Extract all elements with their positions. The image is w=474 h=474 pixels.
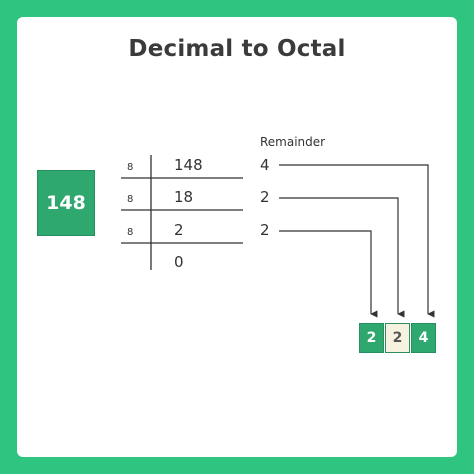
final-quotient: 0 (174, 253, 184, 271)
divisor-2: 8 (127, 194, 133, 205)
dividend-2: 18 (174, 188, 193, 206)
result-digit-2: 2 (385, 323, 410, 353)
dividend-1: 148 (174, 156, 203, 174)
remainder-3: 2 (260, 221, 270, 239)
connector-arrow-2 (279, 197, 405, 318)
divisor-3: 8 (127, 227, 133, 238)
input-number-box: 148 (37, 170, 95, 236)
result-digit-1: 2 (359, 323, 384, 353)
remainder-1: 4 (260, 156, 270, 174)
result-digit-3: 4 (411, 323, 436, 353)
connector-arrow-1 (279, 164, 435, 318)
diagram-card (17, 17, 457, 457)
dividend-3: 2 (174, 221, 184, 239)
remainder-2: 2 (260, 188, 270, 206)
diagram-title: Decimal to Octal (128, 36, 346, 62)
divisor-1: 8 (127, 162, 133, 173)
connector-arrow-3 (279, 230, 378, 318)
remainder-header: Remainder (260, 135, 325, 149)
